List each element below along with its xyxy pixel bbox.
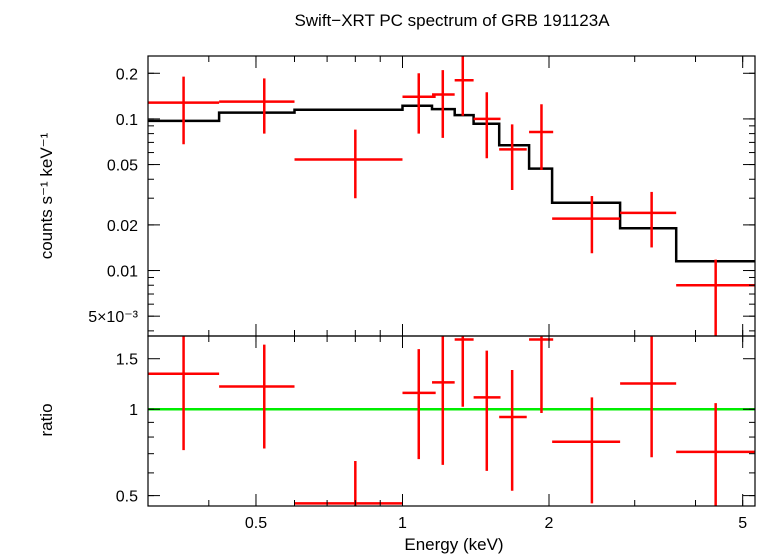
data-point: [620, 191, 677, 248]
spectrum-panel: 0.2 0.1 0.05 0.02 0.01 5×10⁻³: [88, 55, 756, 337]
data-point: [473, 350, 501, 471]
ratio-y-axis-label: ratio: [37, 403, 56, 436]
x-tick-label: 5: [738, 515, 747, 532]
data-point: [676, 403, 755, 506]
data-point: [148, 336, 220, 451]
y-tick-label: 5×10⁻³: [88, 309, 138, 326]
data-point: [294, 129, 403, 199]
spectrum-panel-frame: [147, 55, 756, 337]
x-tick-label: 1: [398, 515, 407, 532]
data-point: [432, 336, 455, 465]
data-point: [454, 336, 474, 407]
data-point: [552, 397, 621, 504]
chart-title: Swift−XRT PC spectrum of GRB 191123A: [294, 11, 610, 30]
y-tick-label: 0.2: [116, 66, 138, 83]
y-tick-label: 0.02: [107, 218, 138, 235]
data-point: [148, 76, 220, 145]
y-tick-label: 1: [129, 402, 138, 419]
data-point: [529, 104, 554, 171]
y-tick-label: 1.5: [116, 352, 138, 369]
data-point: [676, 259, 755, 336]
data-point: [454, 56, 474, 116]
ratio-panel: 1.5 1 0.5 0.5 1 2 5: [116, 335, 756, 532]
data-point: [219, 344, 295, 449]
data-point: [219, 78, 295, 134]
x-axis-label: Energy (keV): [404, 535, 503, 554]
data-point: [499, 370, 527, 491]
data-point: [473, 92, 501, 159]
data-point: [552, 196, 621, 254]
data-point: [402, 73, 436, 134]
data-point: [432, 70, 455, 138]
data-point: [402, 349, 436, 460]
data-point: [294, 461, 403, 506]
x-tick-label: 2: [545, 515, 554, 532]
spectrum-y-axis-label: counts s⁻¹ keV⁻¹: [37, 132, 56, 259]
ratio-panel-frame: [147, 335, 756, 507]
y-tick-label: 0.01: [107, 264, 138, 281]
data-point: [620, 336, 677, 458]
y-tick-label: 0.5: [116, 489, 138, 506]
y-tick-label: 0.05: [107, 158, 138, 175]
model-step-line: [148, 104, 755, 263]
y-tick-label: 0.1: [116, 112, 138, 129]
data-point: [499, 124, 527, 190]
data-point: [529, 336, 554, 414]
x-tick-label: 0.5: [245, 515, 267, 532]
